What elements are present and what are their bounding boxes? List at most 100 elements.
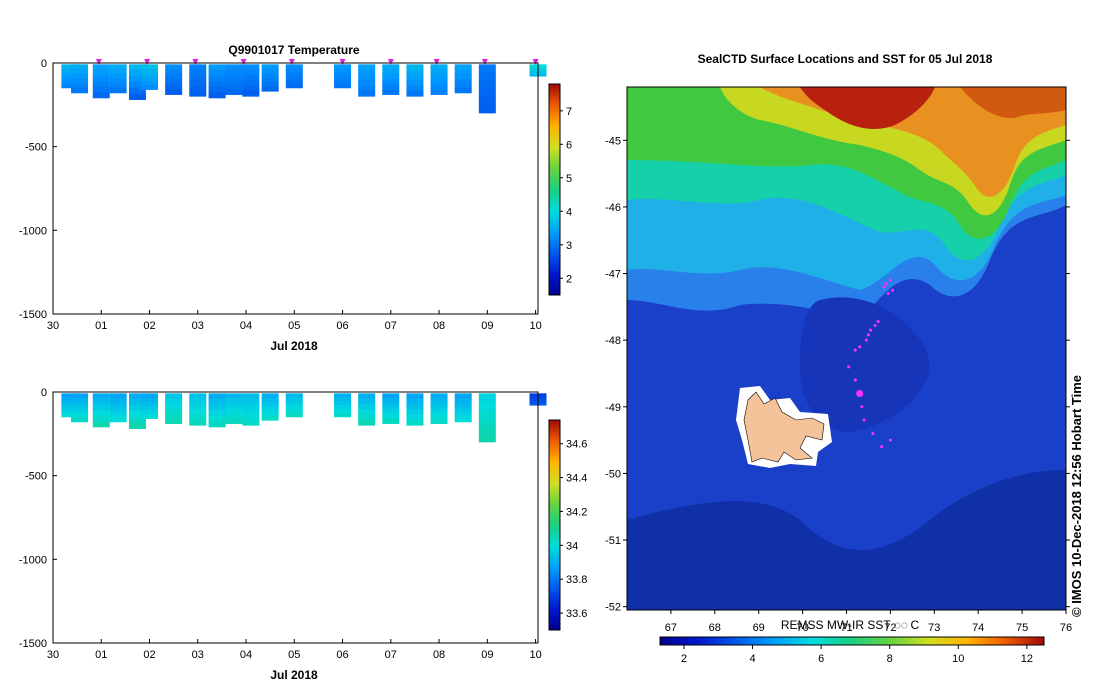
profile-cell xyxy=(61,401,79,406)
sst-colorbar-tick-label: 12 xyxy=(1021,653,1033,665)
profile-cell xyxy=(225,408,243,414)
profile-cell xyxy=(406,419,424,426)
profile-cell xyxy=(242,80,260,87)
seal-location xyxy=(862,418,866,422)
map-x-tick-label: 70 xyxy=(796,622,808,634)
profile-cell xyxy=(285,408,303,414)
profile-cell xyxy=(285,412,303,418)
colorbar-tick-label: 33.8 xyxy=(566,574,587,586)
profile-cell xyxy=(92,92,110,99)
profile-cell xyxy=(92,64,110,71)
colorbar-tick-label: 5 xyxy=(566,173,572,185)
y-tick-label: -1000 xyxy=(19,554,47,566)
profile-cell xyxy=(406,414,424,421)
y-tick-label: -1500 xyxy=(19,309,47,321)
x-tick-label: 03 xyxy=(192,649,204,661)
x-tick-label: 08 xyxy=(433,320,445,332)
profile-cell xyxy=(478,96,496,106)
profile-cell xyxy=(261,402,279,408)
profile-cell xyxy=(454,407,472,413)
sst-zone-deep-blue xyxy=(627,470,1066,610)
profile-cell xyxy=(358,414,376,421)
profile-cell xyxy=(285,397,303,402)
profile-cell xyxy=(285,68,303,73)
profile-cell xyxy=(430,418,448,424)
profile-cell xyxy=(189,80,207,87)
surface-marker xyxy=(481,59,488,65)
profile-cell xyxy=(141,397,159,403)
profile-cell xyxy=(478,64,496,73)
profile-cell xyxy=(478,88,496,98)
profile-cell xyxy=(71,398,89,404)
surface-marker xyxy=(240,59,247,65)
profile-cell xyxy=(261,415,279,421)
profile-cell xyxy=(454,412,472,418)
profile-cell xyxy=(165,418,183,424)
profile-cell xyxy=(208,69,226,76)
profile-cell xyxy=(189,85,207,92)
map-y-tick-label: -46 xyxy=(605,202,621,214)
colorbar-tick-label: 33.6 xyxy=(566,608,587,620)
profile-cell xyxy=(61,76,79,81)
x-tick-label: 30 xyxy=(47,320,59,332)
profile-cell xyxy=(165,398,183,404)
map-x-tick-label: 73 xyxy=(928,622,940,634)
profile-cell xyxy=(285,405,303,410)
temperature-plot-frame xyxy=(52,62,539,315)
profile-cell xyxy=(358,85,376,92)
profile-cell xyxy=(61,393,79,398)
profile-cell xyxy=(208,81,226,88)
profile-cell xyxy=(141,64,159,70)
profile-cell xyxy=(261,64,279,70)
profile-cell xyxy=(406,69,424,76)
seal-location xyxy=(876,320,880,324)
profile-cell xyxy=(165,79,183,85)
profile-cell xyxy=(285,79,303,85)
map-x-tick-label: 71 xyxy=(840,622,852,634)
profile-cell xyxy=(208,393,226,400)
colorbar-tick-label: 4 xyxy=(566,206,572,218)
y-tick-label: -1500 xyxy=(19,638,47,650)
profile-cell xyxy=(382,69,400,75)
profile-cell xyxy=(382,408,400,414)
profile-cell xyxy=(430,69,448,75)
map-y-tick-label: -51 xyxy=(605,535,621,547)
profile-cell xyxy=(454,83,472,89)
profile-cell xyxy=(430,84,448,90)
profile-cell xyxy=(128,93,146,100)
profile-cell xyxy=(334,76,352,81)
y-tick-label: -1000 xyxy=(19,225,47,237)
salinity-panel: 30 01 02 03 04 05 06 07 08 09 10 0 -500 -1000 -1500 Ju… xyxy=(19,387,588,682)
y-tick-label: -500 xyxy=(25,471,47,483)
profile-cell xyxy=(242,419,260,426)
profile-cell xyxy=(128,70,146,77)
profile-cell xyxy=(454,402,472,409)
profile-cell xyxy=(141,401,159,407)
x-tick-label: 02 xyxy=(143,320,155,332)
profile-cell xyxy=(109,393,127,399)
profile-cell xyxy=(225,79,243,85)
profile-cell xyxy=(71,83,89,89)
profile-cell xyxy=(285,83,303,89)
seal-location xyxy=(853,378,857,382)
profile-cell xyxy=(261,82,279,88)
map-x-tick-label: 76 xyxy=(1060,622,1072,634)
map-y-tick-label: -45 xyxy=(605,135,621,147)
profile-cell xyxy=(358,90,376,97)
profile-cell xyxy=(128,416,146,424)
x-tick-label: 04 xyxy=(240,320,252,332)
profile-cell xyxy=(242,409,260,416)
profile-cell xyxy=(141,410,159,415)
profile-cell xyxy=(382,89,400,95)
profile-cell xyxy=(208,64,226,71)
sst-colorbar-label: REMSS MW-IR SST ◌◌ C xyxy=(781,618,920,632)
seal-location xyxy=(847,365,851,369)
profile-cell xyxy=(406,403,424,410)
profile-cell xyxy=(225,74,243,80)
profile-cell xyxy=(406,85,424,92)
profile-cell xyxy=(71,402,89,409)
profile-cell xyxy=(285,64,303,69)
profile-cell xyxy=(109,402,127,409)
x-tick-label: 04 xyxy=(240,649,252,661)
